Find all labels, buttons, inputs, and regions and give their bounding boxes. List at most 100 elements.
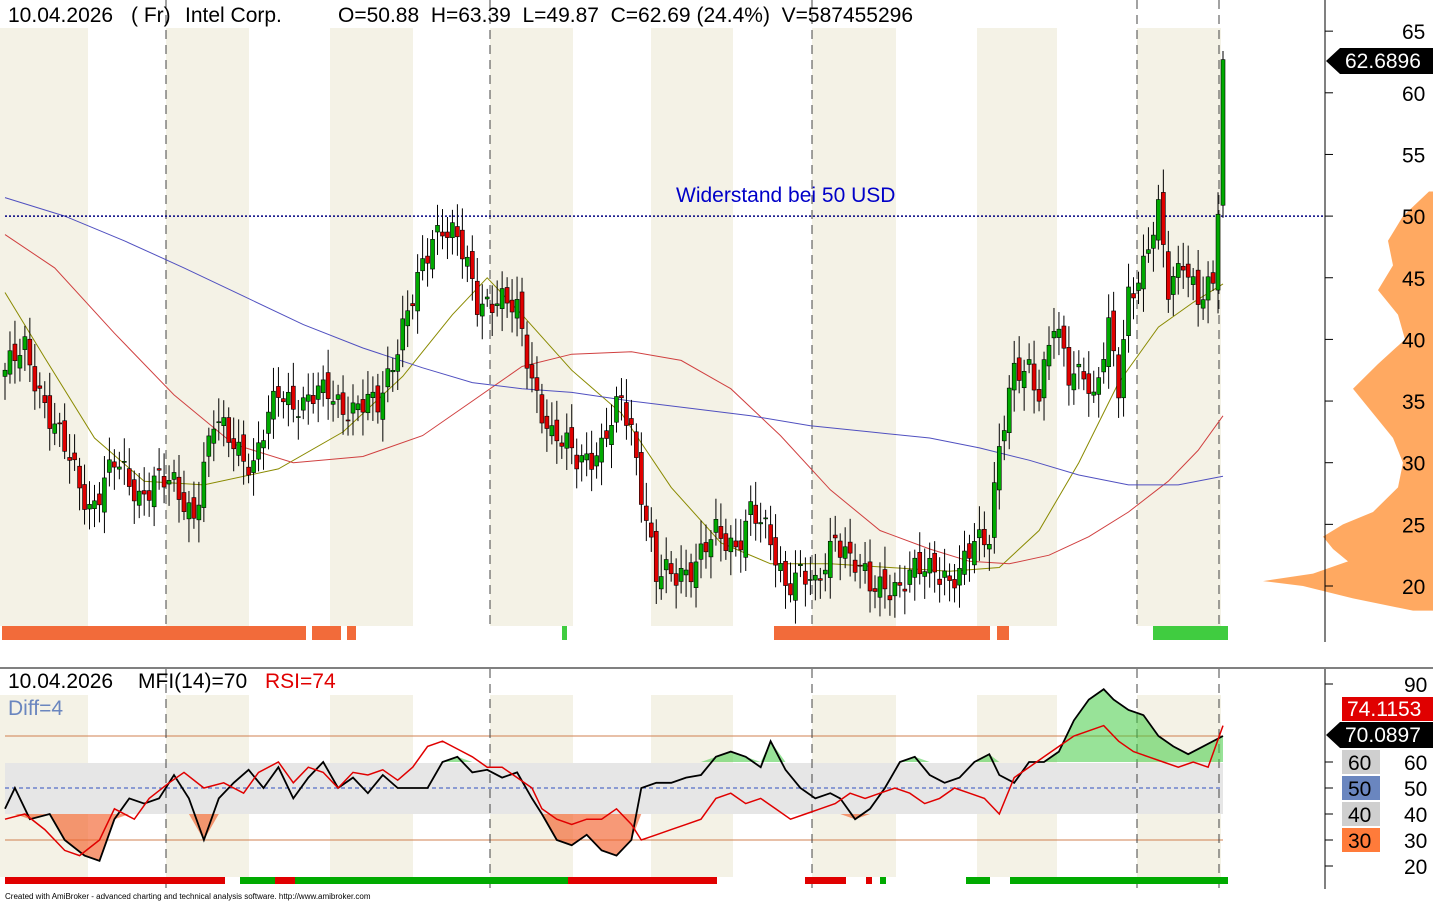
signal-segment bbox=[880, 877, 886, 884]
price-tick-label: 35 bbox=[1402, 391, 1425, 414]
candle-body bbox=[131, 479, 137, 502]
candle-body bbox=[554, 419, 560, 442]
candle-body bbox=[648, 522, 654, 538]
candle-body bbox=[465, 256, 470, 267]
candle-body bbox=[315, 385, 321, 400]
candle-body bbox=[778, 563, 783, 571]
candle-body bbox=[405, 310, 410, 327]
candle-body bbox=[539, 394, 545, 424]
candle-body bbox=[450, 222, 455, 238]
candle-body bbox=[564, 432, 570, 449]
candle-body bbox=[514, 299, 520, 319]
candle-body bbox=[847, 541, 853, 554]
candle-body bbox=[22, 336, 28, 350]
header-day: ( Fr) bbox=[131, 4, 171, 27]
signal-segment bbox=[568, 877, 717, 884]
candle-body bbox=[365, 393, 371, 414]
candle-body bbox=[1180, 265, 1186, 271]
signal-segment bbox=[5, 877, 225, 884]
candle-body bbox=[509, 299, 515, 313]
candle-body bbox=[460, 229, 465, 260]
candle-body bbox=[370, 391, 376, 398]
time-band bbox=[88, 28, 166, 626]
price-tick-label: 60 bbox=[1402, 83, 1425, 106]
rsi-value-badge: 74.1153 bbox=[1342, 697, 1433, 721]
oversold-fill bbox=[5, 814, 1223, 861]
last-price-label: 62.6896 bbox=[1345, 50, 1421, 73]
candle-body bbox=[27, 338, 33, 366]
indicator-year-separators bbox=[165, 669, 1220, 889]
price-tick-label: 40 bbox=[1402, 329, 1425, 352]
mfi-value-label: 70.0897 bbox=[1345, 724, 1421, 747]
indicator-diff-text: Diff=4 bbox=[8, 697, 63, 720]
candle-body bbox=[1071, 373, 1077, 391]
candle-body bbox=[713, 519, 719, 533]
candle-body bbox=[1141, 255, 1146, 290]
candle-body bbox=[529, 364, 535, 379]
candle-body bbox=[882, 569, 888, 590]
candle-body bbox=[1185, 263, 1191, 278]
candle-body bbox=[385, 368, 391, 388]
candle-body bbox=[852, 559, 858, 573]
candle-body bbox=[1011, 362, 1017, 391]
candle-body bbox=[1151, 234, 1156, 249]
candle-body bbox=[1205, 276, 1211, 301]
candle-body bbox=[484, 296, 490, 300]
candle-body bbox=[310, 395, 316, 404]
candle-body bbox=[7, 350, 13, 375]
candle-body bbox=[1111, 310, 1116, 352]
candle-body bbox=[1101, 359, 1106, 373]
candle-body bbox=[569, 427, 575, 449]
candle-body bbox=[788, 583, 793, 596]
candle-body bbox=[62, 420, 67, 452]
level-badge-label: 50 bbox=[1348, 778, 1371, 801]
candle-body bbox=[107, 459, 112, 473]
price-tick-label: 65 bbox=[1402, 21, 1425, 44]
candle-body bbox=[251, 460, 256, 473]
candle-body bbox=[723, 533, 729, 551]
footer-credit: Created with AmiBroker - advanced charti… bbox=[5, 892, 371, 901]
candlesticks bbox=[2, 51, 1226, 624]
candle-body bbox=[574, 454, 580, 470]
indicator-rsi-text: RSI=74 bbox=[265, 670, 336, 693]
candle-body bbox=[410, 303, 415, 307]
candle-body bbox=[808, 579, 813, 581]
candle-body bbox=[604, 430, 609, 439]
candle-body bbox=[176, 476, 182, 500]
candle-body bbox=[932, 552, 937, 573]
candle-body bbox=[1006, 387, 1012, 433]
candle-body bbox=[470, 251, 475, 279]
candle-body bbox=[395, 354, 401, 372]
resistance-annotation: Widerstand bei 50 USD bbox=[676, 184, 895, 207]
price-tick-label: 50 bbox=[1402, 206, 1425, 229]
candle-body bbox=[872, 588, 878, 592]
trend-segment bbox=[312, 626, 341, 640]
candle-body bbox=[1195, 269, 1201, 305]
candle-body bbox=[291, 385, 296, 410]
price-tick-label: 55 bbox=[1402, 144, 1425, 167]
trend-strip bbox=[2, 626, 1228, 640]
candle-body bbox=[92, 500, 97, 510]
candle-body bbox=[271, 390, 276, 420]
volume-profile bbox=[1263, 191, 1433, 611]
candle-body bbox=[330, 401, 336, 405]
candle-body bbox=[1210, 272, 1216, 284]
candle-body bbox=[489, 303, 495, 313]
header-company: Intel Corp. bbox=[185, 4, 282, 27]
candle-body bbox=[17, 355, 23, 369]
candle-body bbox=[231, 438, 236, 450]
candle-body bbox=[415, 272, 420, 312]
candle-body bbox=[952, 579, 957, 589]
candle-body bbox=[201, 461, 207, 508]
candle-body bbox=[1061, 325, 1067, 349]
candle-body bbox=[584, 453, 589, 461]
candle-body bbox=[1086, 373, 1092, 394]
candle-body bbox=[1051, 331, 1057, 339]
header-date: 10.04.2026 bbox=[8, 4, 113, 27]
indicator-lines bbox=[4, 688, 1224, 862]
candle-body bbox=[305, 394, 311, 402]
candle-body bbox=[877, 576, 883, 598]
time-band bbox=[413, 28, 490, 626]
candle-body bbox=[1036, 389, 1042, 402]
candle-body bbox=[281, 398, 286, 403]
